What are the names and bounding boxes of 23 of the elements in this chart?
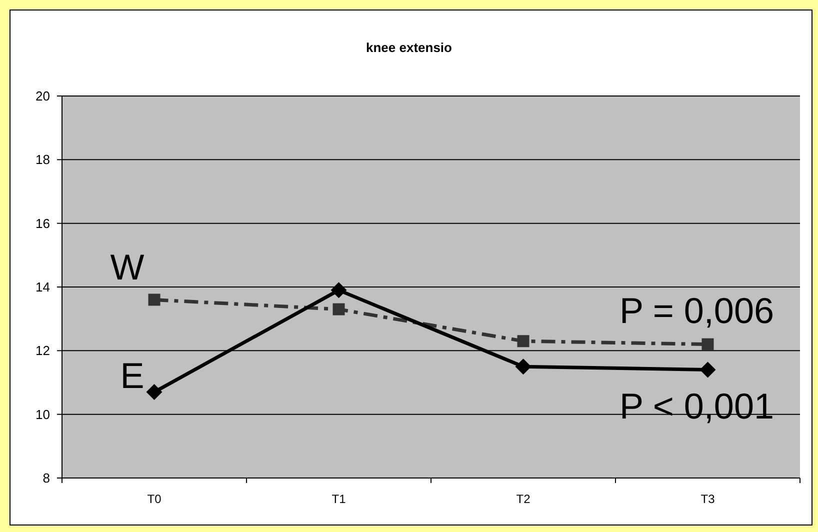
point bbox=[517, 335, 530, 348]
point bbox=[515, 358, 532, 375]
x-tick-label: T2 bbox=[516, 492, 531, 506]
point bbox=[148, 294, 160, 306]
point bbox=[330, 282, 347, 298]
x-tick-label: T0 bbox=[147, 492, 162, 506]
annotation: P = 0,006 bbox=[620, 290, 774, 331]
y-tick-label: 14 bbox=[36, 280, 50, 295]
series-label: W bbox=[110, 246, 144, 288]
y-tick-label: 16 bbox=[36, 216, 50, 231]
x-tick-label: T1 bbox=[332, 492, 346, 506]
y-tick-label: 10 bbox=[36, 406, 50, 422]
point bbox=[702, 338, 714, 350]
y-tick-label: 8 bbox=[42, 470, 50, 486]
series-label: E bbox=[120, 355, 144, 396]
y-tick-label: 20 bbox=[36, 88, 50, 104]
y-tick-label: 18 bbox=[36, 152, 50, 168]
point bbox=[332, 303, 345, 316]
x-tick-label: T3 bbox=[700, 492, 716, 506]
point bbox=[146, 384, 162, 400]
point bbox=[700, 362, 716, 378]
y-tick-label: 12 bbox=[36, 343, 50, 358]
chart-title: knee extensio bbox=[366, 40, 452, 55]
